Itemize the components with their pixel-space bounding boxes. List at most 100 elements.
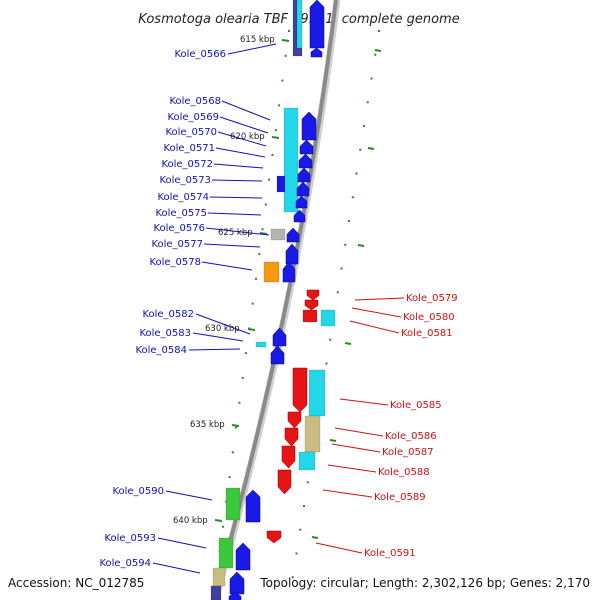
gene-block-0573 [276,175,286,193]
leader-right [322,489,373,498]
inner-scale-dot [254,277,257,280]
outer-tick [329,439,337,442]
outer-scale-dot [366,101,369,104]
forward-gene-0594 [229,571,245,595]
gene-label-kole-0574[interactable]: Kole_0574 [157,192,209,203]
accession-text: Accession: NC_012785 [8,576,144,590]
leader-left [221,100,271,121]
gene-label-kole-0573[interactable]: Kole_0573 [159,175,211,186]
gene-label-kole-0585[interactable]: Kole_0585 [390,400,442,411]
forward-gene-4 [296,181,310,197]
gene-block-0593 [218,537,234,569]
outer-tick [367,147,375,150]
gene-label-kole-0577[interactable]: Kole_0577 [151,239,203,250]
gene-label-kole-0590[interactable]: Kole_0590 [112,486,164,497]
kbp-tick [214,519,223,522]
outer-scale-dot [340,267,343,270]
topology-summary: Topology: circular; Length: 2,302,126 bp… [259,576,590,590]
forward-gene-0590 [245,489,261,523]
inner-scale-dot [241,376,244,379]
gene-label-kole-0571[interactable]: Kole_0571 [163,143,215,154]
kbp-tick [231,424,240,427]
kbp-tick [247,328,256,331]
leader-right [339,398,389,406]
reverse-gene-0585 [292,367,308,413]
forward-gene-0576 [286,227,300,243]
gene-label-kole-0589[interactable]: Kole_0589 [374,492,426,503]
gene-label-kole-0569[interactable]: Kole_0569 [167,112,219,123]
kbp-label-635: 635 kbp [190,420,225,430]
gene-label-kole-0572[interactable]: Kole_0572 [161,159,213,170]
outer-scale-dot [325,362,328,365]
gene-label-kole-0575[interactable]: Kole_0575 [155,208,207,219]
gene-label-kole-0566[interactable]: Kole_0566 [174,49,226,60]
gene-block-0594 [212,567,226,587]
kbp-label-615: 615 kbp [240,35,275,45]
outer-scale-dot [295,552,298,555]
inner-scale-dot [271,153,274,156]
leader-left [192,332,244,342]
leader-left [157,537,207,549]
kbp-label-625: 625 kbp [218,228,253,238]
gene-label-kole-0584[interactable]: Kole_0584 [135,345,187,356]
forward-gene-0577 [285,243,299,265]
gene-label-kole-0593[interactable]: Kole_0593 [104,533,156,544]
gene-label-kole-0587[interactable]: Kole_0587 [382,447,434,458]
kbp-label-640: 640 kbp [173,516,208,526]
outer-tick [374,49,382,52]
gene-block-0576 [270,228,286,241]
gene-label-kole-0582[interactable]: Kole_0582 [142,309,194,320]
gene-block-0583 [255,341,267,348]
gene-label-kole-0568[interactable]: Kole_0568 [169,96,221,107]
gene-block-0578 [263,261,280,283]
gene-label-kole-0588[interactable]: Kole_0588 [378,467,430,478]
gene-block-cyan-top [296,0,303,49]
gene-label-kole-0581[interactable]: Kole_0581 [401,328,453,339]
gene-label-kole-0579[interactable]: Kole_0579 [406,293,458,304]
gene-label-kole-0583[interactable]: Kole_0583 [139,328,191,339]
kbp-ticks [214,39,382,539]
reverse-gene-0586b [284,427,299,447]
gene-block-0585 [308,369,326,417]
forward-gene-0584 [270,345,285,365]
kbp-tick [281,39,290,42]
inner-scale-dot [221,525,224,528]
leader-left [211,179,263,182]
gene-label-kole-0576[interactable]: Kole_0576 [153,223,205,234]
leader-right [334,427,384,437]
leader-right [331,443,381,453]
gene-label-kole-0570[interactable]: Kole_0570 [165,127,217,138]
forward-gene-5 [295,195,308,209]
outer-tick [357,244,365,247]
outer-scale-dot [359,148,362,151]
leader-left [203,243,261,248]
leader-right [351,307,402,318]
inner-scale-dot [288,30,290,32]
gene-block-0588 [298,451,316,471]
reverse-gene-0579b [304,299,319,311]
gene-label-kole-0594[interactable]: Kole_0594 [99,558,151,569]
outer-scale-dot [348,220,350,222]
leader-left [215,147,266,158]
outer-scale-dot [351,196,354,199]
gene-label-kole-0580[interactable]: Kole_0580 [403,312,455,323]
outer-scale-dot [306,481,309,484]
inner-scale-dot [245,352,248,355]
leader-right [354,297,405,301]
gene-label-kole-0578[interactable]: Kole_0578 [149,257,201,268]
leader-left [152,562,201,574]
leader-left [227,43,277,55]
forward-gene-0578 [282,261,296,283]
gene-label-kole-0586[interactable]: Kole_0586 [385,431,437,442]
leader-left [219,116,269,134]
forward-gene-6 [293,209,306,223]
kbp-label-620: 620 kbp [230,132,265,142]
forward-gene-0593 [235,542,251,571]
kbp-tick [271,136,280,139]
gene-label-kole-0591[interactable]: Kole_0591 [364,548,416,559]
reverse-gene-0580 [302,309,318,323]
leader-right [349,320,400,334]
leader-left [213,163,264,169]
inner-scale-dot [231,451,234,454]
